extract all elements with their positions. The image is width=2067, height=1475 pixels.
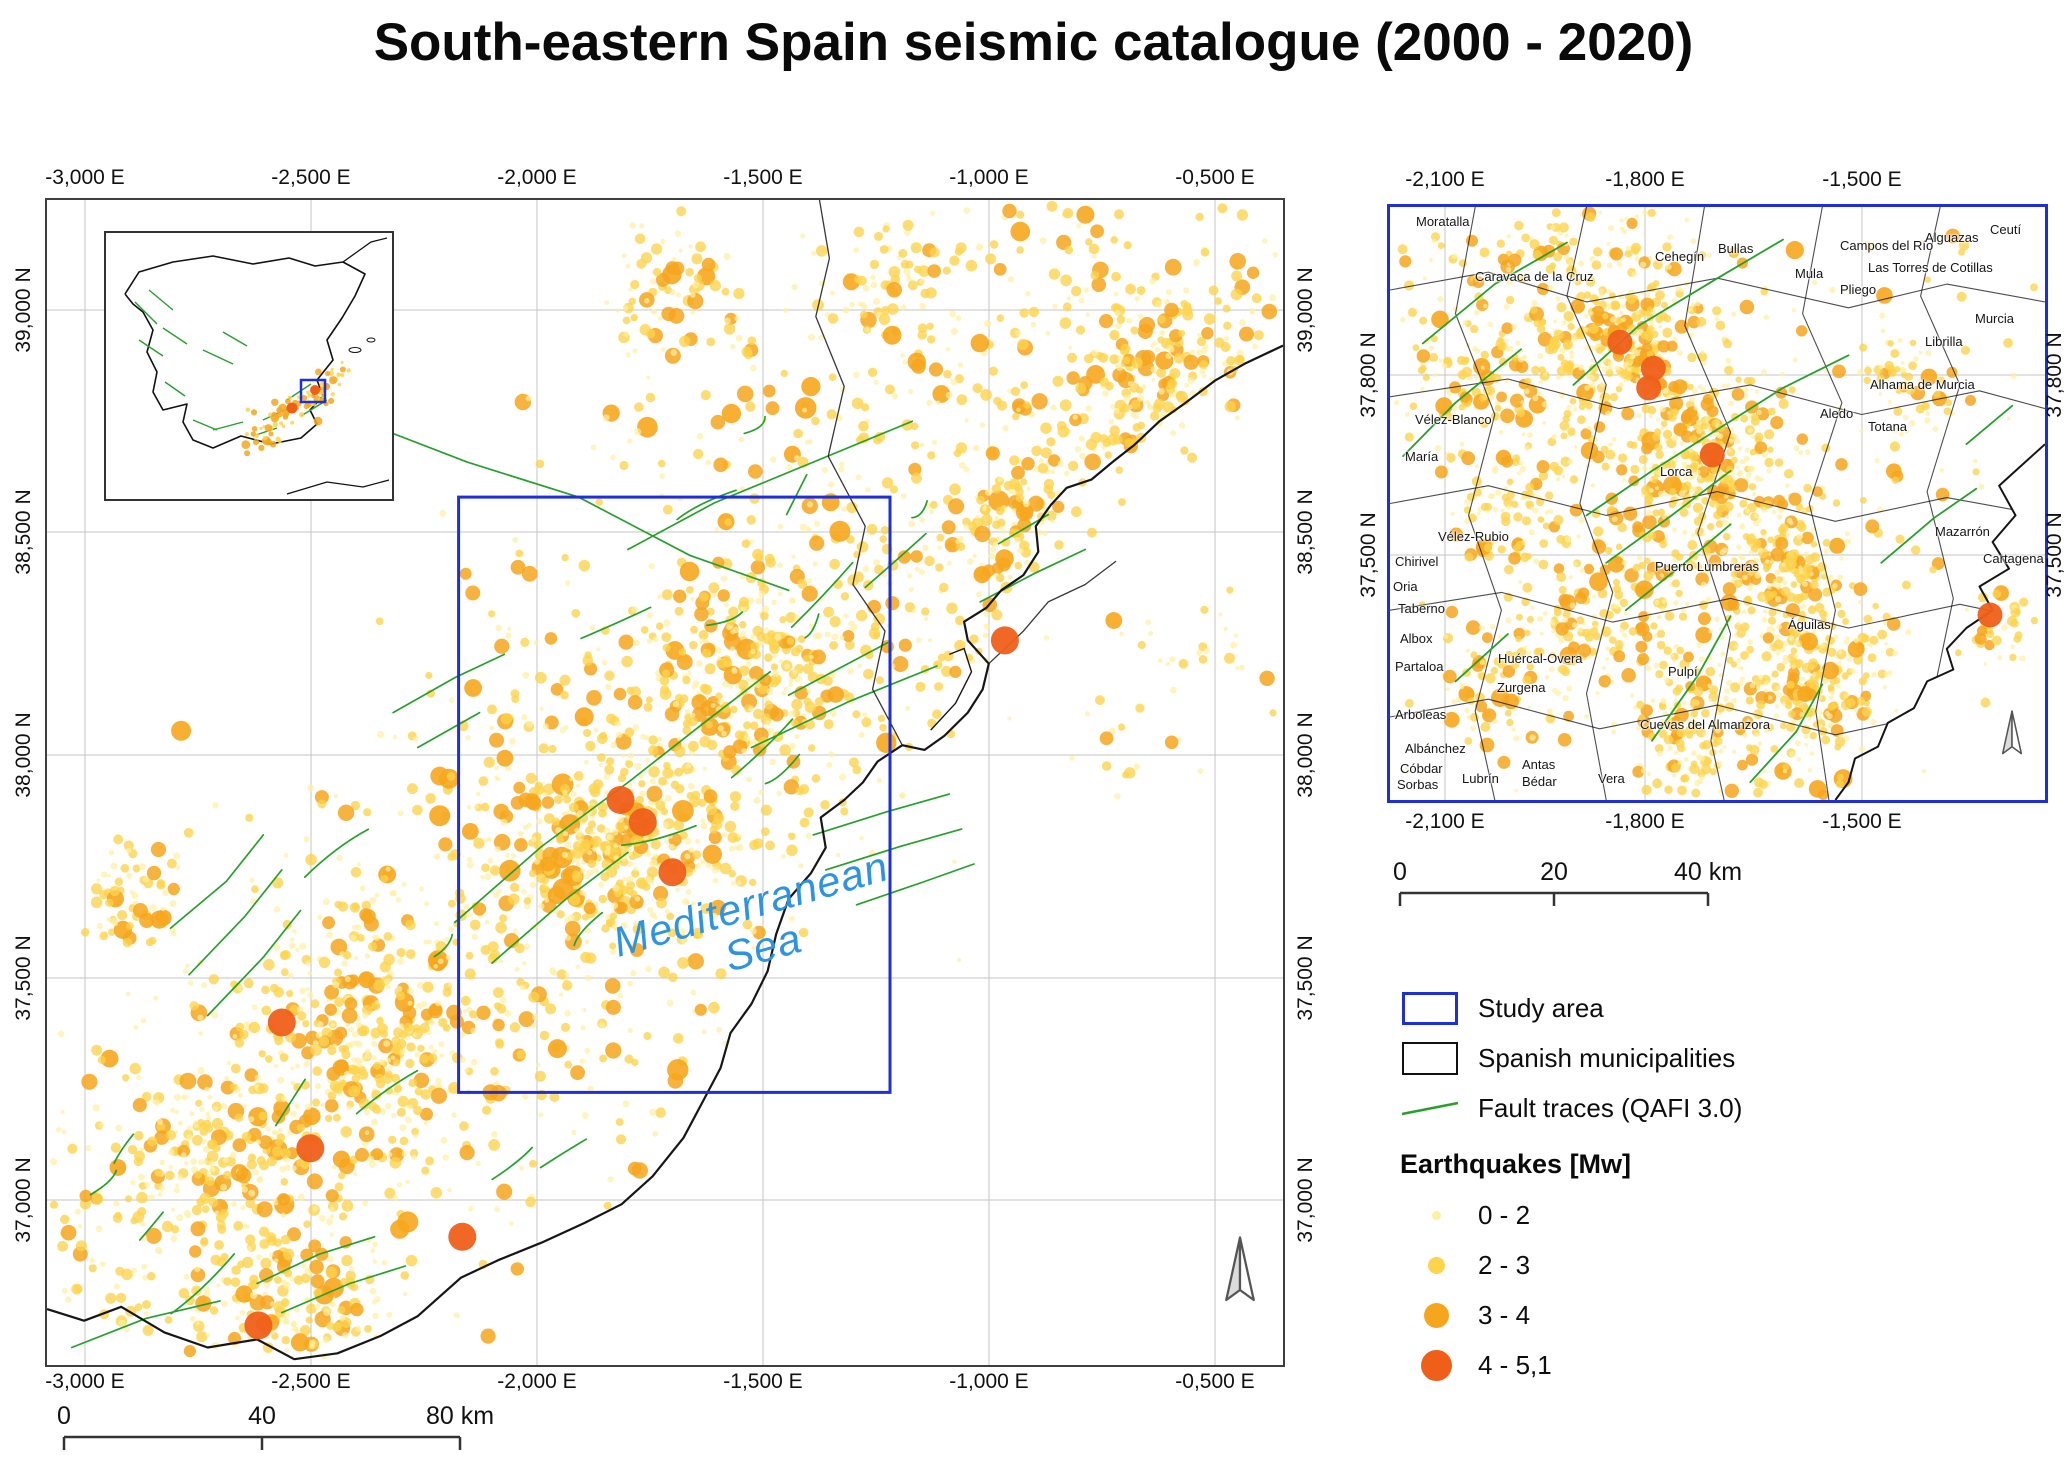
main-x-axis-label: -1,500 E (723, 1370, 803, 1393)
main-map-canvas (47, 200, 1283, 1365)
earthquake-class-label-1: 2 - 3 (1478, 1249, 1531, 1280)
earthquake-dots (49, 200, 1279, 1360)
main-x-axis-label: -1,000 E (949, 166, 1029, 189)
inset-scalebar-label-20: 20 (1540, 858, 1568, 886)
main-x-axis-label: -1,000 E (949, 1370, 1029, 1393)
main-scalebar-label-0: 0 (57, 1402, 71, 1430)
main-y-axis-label: 38,000 N (1294, 712, 1317, 798)
main-y-axis-label: 38,500 N (12, 489, 35, 575)
main-x-axis-label: -2,500 E (271, 1370, 351, 1393)
earthquake-legend-title: Earthquakes [Mw] (1400, 1149, 1632, 1179)
main-north-arrow (1225, 1236, 1255, 1302)
main-scalebar-label-80: 80 km (425, 1402, 495, 1430)
earthquake-class-row-3: 4 - 5,1 (1398, 1340, 2018, 1390)
main-x-axis-label: -0,500 E (1175, 1370, 1255, 1393)
inset-scalebar-line (1398, 891, 1710, 906)
study-area-swatch (1402, 991, 1458, 1025)
inset-x-axis-label: -1,800 E (1605, 168, 1685, 191)
inset-y-axis-label: 37,500 N (2043, 512, 2066, 598)
inset-x-axis-label: -1,500 E (1822, 810, 1902, 833)
inset-map-canvas (1390, 207, 2045, 800)
inset-coastline (1834, 443, 2045, 800)
inset-y-axis-label: 37,800 N (1357, 332, 1380, 418)
earthquake-class-row-1: 2 - 3 (1398, 1240, 2018, 1290)
legend-label-study-area: Study area (1478, 992, 1604, 1023)
earthquake-class-label-0: 0 - 2 (1478, 1199, 1531, 1230)
main-x-axis-label: -3,000 E (45, 1370, 125, 1393)
main-scalebar-label-40: 40 (248, 1402, 276, 1430)
earthquake-class-dot-1 (1427, 1256, 1445, 1274)
legend-item-study-area: Study area (1398, 983, 2018, 1033)
inset-y-axis-label: 37,800 N (2043, 332, 2066, 418)
legend-label-municipalities: Spanish municipalities (1478, 1042, 1736, 1073)
earthquake-class-dot-2 (1423, 1302, 1449, 1328)
inset-scalebar-label-0: 0 (1393, 858, 1407, 886)
main-y-axis-label: 37,500 N (12, 935, 35, 1021)
inset-north-arrow (2001, 710, 2023, 755)
earthquake-class-label-3: 4 - 5,1 (1478, 1349, 1552, 1380)
earthquake-class-row-0: 0 - 2 (1398, 1190, 2018, 1240)
main-x-axis-label: -2,500 E (271, 166, 351, 189)
earthquake-class-dot-3 (1420, 1349, 1452, 1381)
main-map (45, 198, 1285, 1367)
inset-x-axis-label: -1,500 E (1822, 168, 1902, 191)
main-scalebar: 0 40 80 km (57, 1402, 522, 1457)
main-y-axis-label: 39,000 N (1294, 267, 1317, 353)
legend-item-municipalities: Spanish municipalities (1398, 1033, 2018, 1083)
main-y-axis-label: 37,500 N (1294, 935, 1317, 1021)
main-y-axis-label: 37,000 N (12, 1157, 35, 1243)
major-earthquakes (244, 626, 1019, 1340)
legend: Study area Spanish municipalities Fault … (1398, 983, 2018, 1390)
inset-x-axis-label: -2,100 E (1405, 168, 1485, 191)
main-x-axis-label: -2,000 E (497, 1370, 577, 1393)
inset-scalebar-label-40: 40 km (1673, 858, 1743, 886)
main-y-axis-label: 37,000 N (1294, 1157, 1317, 1243)
inset-x-axis-label: -2,100 E (1405, 810, 1485, 833)
figure-title: South-eastern Spain seismic catalogue (2… (373, 13, 1694, 72)
municipalities-swatch (1402, 1041, 1458, 1075)
main-x-axis-label: -3,000 E (45, 166, 125, 189)
study-area-rectangle (457, 495, 892, 1094)
inset-y-axis-label: 37,500 N (1357, 512, 1380, 598)
main-x-axis-label: -1,500 E (723, 166, 803, 189)
fault-trace-swatch (1401, 1101, 1459, 1116)
earthquake-class-row-2: 3 - 4 (1398, 1290, 2018, 1340)
legend-item-fault-traces: Fault traces (QAFI 3.0) (1398, 1083, 2018, 1133)
inset-scalebar: 0 20 40 km (1393, 858, 1778, 913)
study-area-inset-map: Moratalla Caravaca de la Cruz Cehegín Bulla… (1387, 204, 2048, 803)
main-x-axis-label: -0,500 E (1175, 166, 1255, 189)
main-y-axis-label: 39,000 N (12, 267, 35, 353)
earthquake-class-dot-0 (1431, 1210, 1441, 1220)
inset-x-axis-label: -1,800 E (1605, 810, 1685, 833)
inset-fault-traces (1402, 238, 2014, 784)
inset-major-earthquakes (1607, 329, 2003, 628)
main-x-axis-label: -2,000 E (497, 166, 577, 189)
legend-label-fault-traces: Fault traces (QAFI 3.0) (1478, 1092, 1743, 1123)
main-y-axis-label: 38,000 N (12, 712, 35, 798)
main-scalebar-line (62, 1435, 462, 1450)
iberia-overview-inset (104, 231, 394, 501)
main-y-axis-label: 38,500 N (1294, 489, 1317, 575)
coastline-and-boundaries (47, 200, 1283, 1361)
earthquake-class-label-2: 3 - 4 (1478, 1299, 1531, 1330)
